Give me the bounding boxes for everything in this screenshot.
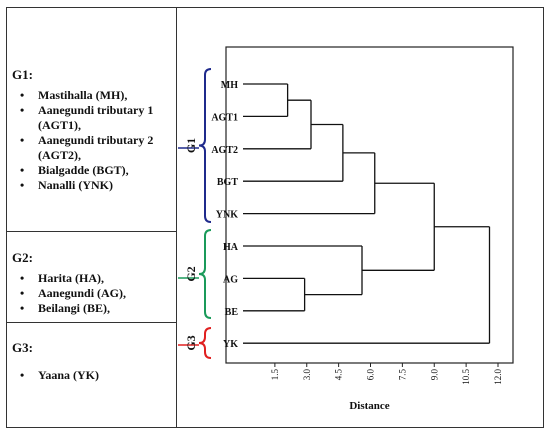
group-panel-g1: G1: Mastihalla (MH), Aanegundi tributary… (12, 67, 172, 193)
leaf-label: AGT1 (211, 112, 238, 123)
leaf-label: AG (223, 274, 238, 285)
leaf-label: YNK (216, 210, 238, 221)
leaf-label: YK (223, 339, 238, 350)
list-item: Aanegundi tributary 1 (AGT1), (20, 103, 172, 133)
leaf-label: BE (225, 307, 239, 318)
list-item: Yaana (YK) (20, 368, 172, 383)
figure-frame (6, 7, 544, 428)
x-tick-label: 3.0 (302, 369, 312, 381)
group-title-g1: G1: (12, 67, 33, 82)
x-tick-label: 7.5 (397, 369, 407, 381)
group-bracket-label: G3 (184, 335, 198, 350)
list-item: Bialgadde (BGT), (20, 163, 172, 178)
group-bracket-label: G1 (184, 138, 198, 153)
column-divider (176, 7, 177, 428)
row-divider-1 (6, 231, 177, 232)
plot-area (225, 46, 514, 364)
leaf-label: AGT2 (211, 145, 238, 156)
x-tick-label: 12.0 (493, 369, 503, 385)
group-panel-g2: G2: Harita (HA), Aanegundi (AG), Beilang… (12, 250, 172, 316)
row-divider-2 (6, 322, 177, 323)
group-bracket (198, 68, 212, 223)
leaf-label: BGT (217, 177, 238, 188)
list-item: Mastihalla (MH), (20, 88, 172, 103)
x-tick-label: 9.0 (429, 369, 439, 381)
x-tick-label: 10.5 (461, 369, 471, 385)
group-bracket-label: G2 (184, 266, 198, 281)
x-tick-label: 1.5 (270, 369, 280, 381)
x-tick-label: 6.0 (366, 369, 376, 381)
group-list-g2: Harita (HA), Aanegundi (AG), Beilangi (B… (12, 271, 172, 316)
leaf-label: MH (221, 80, 238, 91)
list-item: Harita (HA), (20, 271, 172, 286)
x-axis-label: Distance (349, 400, 389, 412)
list-item: Beilangi (BE), (20, 301, 172, 316)
group-title-g2: G2: (12, 250, 33, 265)
list-item: Aanegundi (AG), (20, 286, 172, 301)
list-item: Nanalli (YNK) (20, 178, 172, 193)
group-title-g3: G3: (12, 340, 33, 355)
group-list-g1: Mastihalla (MH), Aanegundi tributary 1 (… (12, 88, 172, 193)
list-item: Aanegundi tributary 2 (AGT2), (20, 133, 172, 163)
group-list-g3: Yaana (YK) (12, 368, 172, 383)
leaf-label: HA (223, 242, 239, 253)
group-bracket (198, 327, 212, 359)
group-panel-g3: G3: Yaana (YK) (12, 340, 172, 383)
x-tick-label: 4.5 (334, 369, 344, 381)
group-bracket (198, 229, 212, 319)
